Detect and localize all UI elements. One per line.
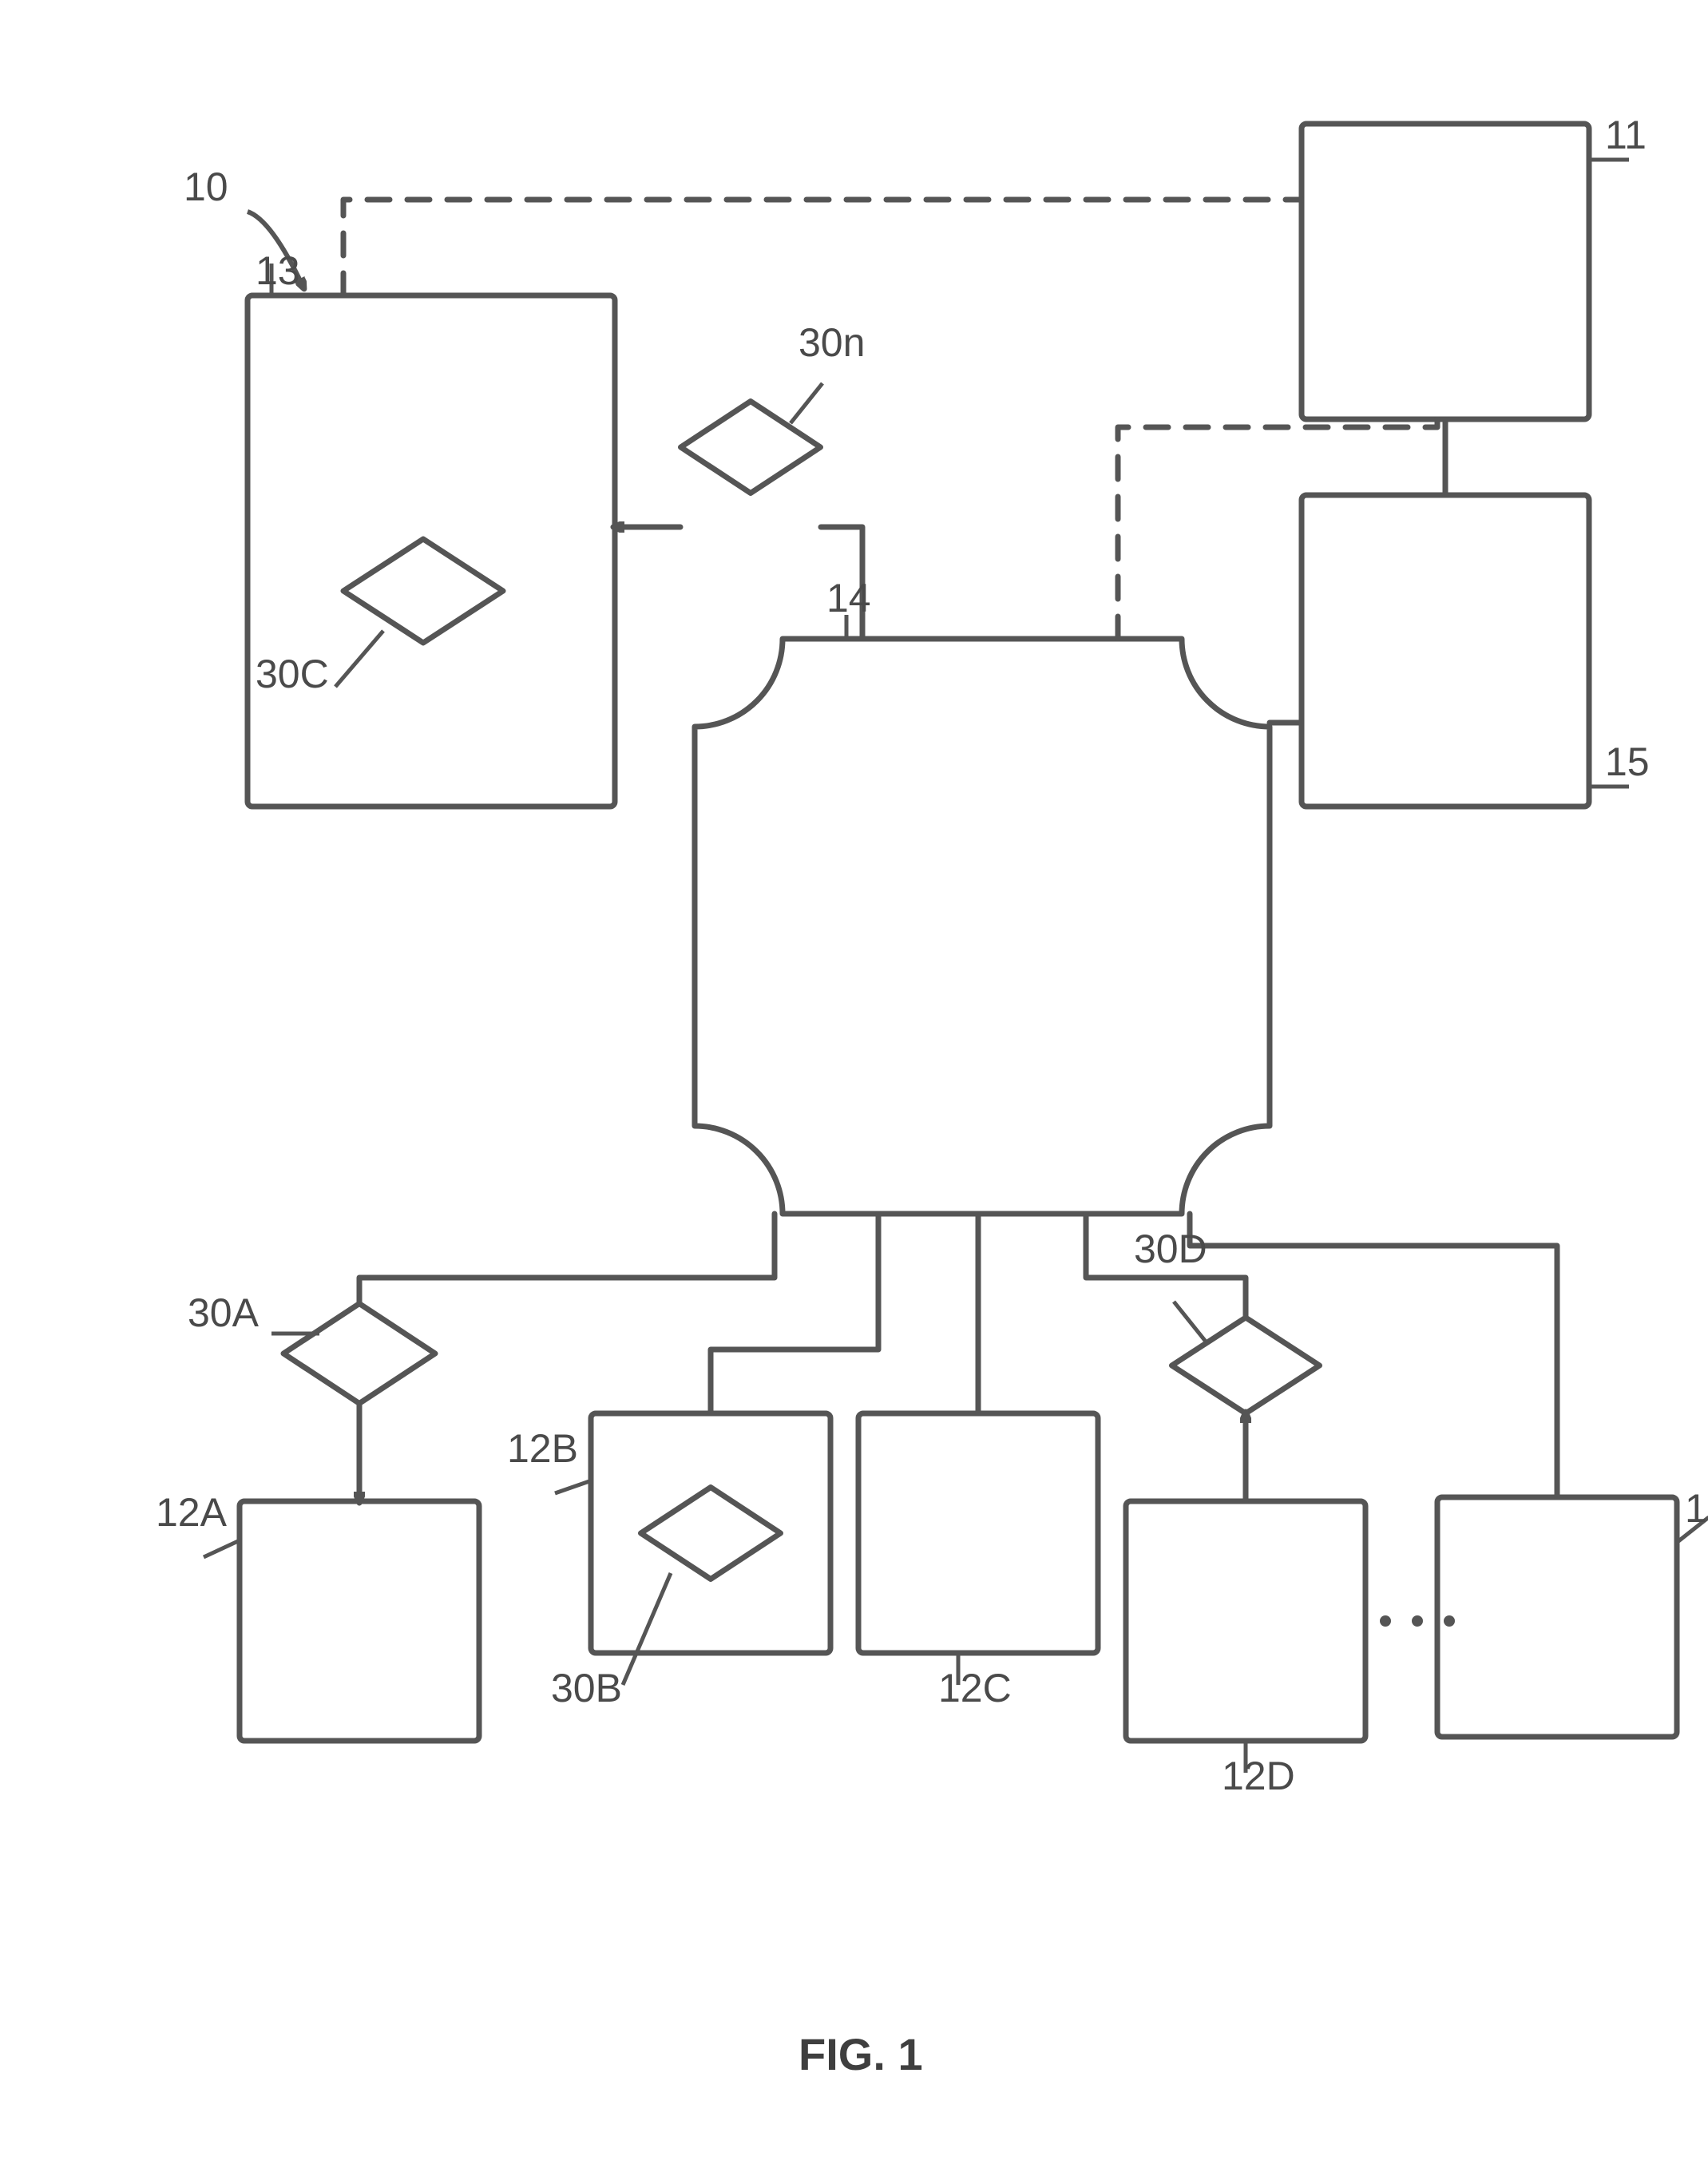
lead-30C	[335, 631, 383, 687]
label: 30n	[799, 319, 865, 366]
lead-30n	[791, 383, 822, 423]
edge	[711, 1214, 878, 1413]
ellipsis-dot	[1444, 1615, 1455, 1627]
lead-12A	[204, 1541, 238, 1557]
box-12D	[1126, 1501, 1365, 1741]
box-11	[1302, 124, 1589, 419]
diamond-30B	[641, 1488, 781, 1579]
figure-title: FIG. 1	[799, 2028, 923, 2080]
lead-30D	[1174, 1302, 1206, 1342]
label: 30B	[551, 1665, 622, 1711]
label: 15	[1605, 739, 1650, 785]
label: 10	[184, 164, 228, 210]
diamond-30C	[343, 539, 503, 643]
label: 30C	[256, 651, 329, 697]
label: 11	[1605, 112, 1647, 158]
edge	[1118, 419, 1437, 639]
figure-stage: 14 13 11 15 12A 12B 12C 12D 12n 30C 30n 30A 30B 30D 10…	[0, 0, 1708, 2168]
edge	[343, 200, 1302, 295]
box-12n	[1437, 1497, 1677, 1737]
box-12C	[858, 1413, 1098, 1653]
lead-30B	[623, 1573, 671, 1685]
diamond-30D	[1172, 1318, 1320, 1413]
label: 30D	[1134, 1226, 1207, 1272]
label: 12C	[938, 1665, 1012, 1711]
label: 12D	[1222, 1753, 1295, 1799]
lead-12B	[555, 1481, 589, 1493]
box-12A	[240, 1501, 479, 1741]
ellipsis-dot	[1380, 1615, 1391, 1627]
label: 12n	[1685, 1485, 1708, 1532]
edge	[359, 1214, 775, 1303]
box-15	[1302, 495, 1589, 807]
label: 13	[256, 248, 300, 294]
label: 12B	[507, 1425, 578, 1472]
box-13	[248, 295, 615, 807]
label: 30A	[188, 1290, 259, 1336]
box-12B	[591, 1413, 830, 1653]
diamond-30A	[283, 1304, 435, 1404]
hub-14	[695, 639, 1270, 1214]
ellipsis-dot	[1412, 1615, 1423, 1627]
label: 12A	[156, 1489, 227, 1536]
label: 14	[826, 575, 871, 621]
